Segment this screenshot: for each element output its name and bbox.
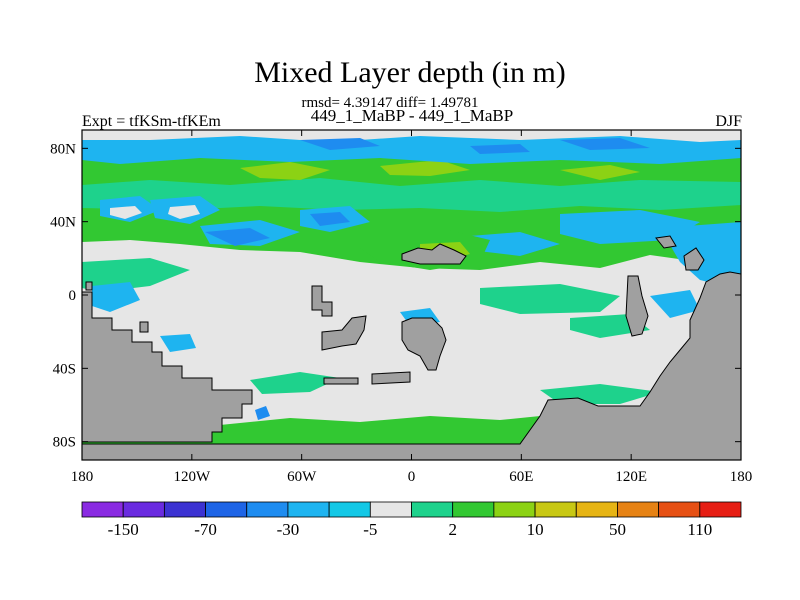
x-tick-label: 120W <box>173 469 211 485</box>
x-tick-label: 60E <box>509 469 533 485</box>
colorbar-swatch <box>575 501 618 518</box>
land-mass <box>625 275 649 337</box>
experiment-label: Expt = tfKSm-tfKEm <box>82 113 221 130</box>
field-positive-region <box>250 372 660 404</box>
colorbar-label: -70 <box>194 520 217 539</box>
land-mass <box>401 317 447 371</box>
colorbar-label: 110 <box>687 520 712 539</box>
colorbar: -150 -70 -30 -5 2 10 50 110 <box>81 501 742 539</box>
case-label: 449_1_MaBP - 449_1_MaBP <box>311 106 513 125</box>
land <box>81 235 742 461</box>
colorbar-label: -30 <box>277 520 300 539</box>
colorbar-swatch <box>81 501 124 518</box>
field-negative-region <box>300 138 650 154</box>
colorbar-swatch <box>699 501 742 518</box>
field-positive-region <box>82 258 650 338</box>
colorbar-swatch <box>328 501 371 518</box>
colorbar-label: 10 <box>527 520 544 539</box>
colorbar-swatch <box>287 501 330 518</box>
field-background-region <box>110 205 200 219</box>
colorbar-label: -5 <box>363 520 377 539</box>
land-mass <box>81 291 253 443</box>
field-positive-region <box>240 160 640 180</box>
colorbar-swatch <box>246 501 289 518</box>
axes: 180 120W 60W 0 60E 120E 180 80N 40N 0 40S 80S <box>50 130 752 485</box>
x-tick-label: 60W <box>287 469 317 485</box>
field-negative-region <box>470 210 700 256</box>
colorbar-swatch <box>369 501 412 518</box>
colorbar-swatch <box>122 501 165 518</box>
y-tick-label: 40N <box>50 215 76 231</box>
y-tick-label: 0 <box>69 288 77 304</box>
land-mass <box>323 371 411 385</box>
x-tick-label: 180 <box>71 469 94 485</box>
colorbar-swatch <box>658 501 701 518</box>
y-tick-label: 40S <box>53 361 76 377</box>
chart-title: Mixed Layer depth (in m) <box>254 56 566 89</box>
field-negative-region <box>255 406 270 420</box>
land-mass <box>311 285 333 317</box>
map-area <box>81 129 742 461</box>
x-tick-label: 180 <box>730 469 753 485</box>
land-mass <box>401 243 467 265</box>
colorbar-label: -150 <box>108 520 139 539</box>
x-tick-label: 120E <box>615 469 647 485</box>
colorbar-label: 50 <box>609 520 626 539</box>
x-tick-label: 0 <box>408 469 416 485</box>
y-tick-label: 80N <box>50 141 76 157</box>
season-label: DJF <box>715 113 742 130</box>
y-tick-label: 80S <box>53 435 76 451</box>
land-mass <box>85 281 149 333</box>
land-mass <box>321 315 367 351</box>
colorbar-swatch <box>205 501 248 518</box>
colorbar-swatch <box>163 501 206 518</box>
colorbar-swatch <box>534 501 577 518</box>
colorbar-swatch <box>617 501 660 518</box>
colorbar-swatch <box>411 501 454 518</box>
field-negative-region <box>205 212 350 246</box>
field-negative-region <box>100 196 370 246</box>
stats-line: rmsd= 4.39147 diff= 1.49781 <box>301 95 478 111</box>
colorbar-swatch <box>452 501 495 518</box>
colorbar-swatch <box>493 501 536 518</box>
colorbar-label: 2 <box>448 520 457 539</box>
land-mass <box>655 235 705 271</box>
field-positive-region <box>82 178 741 212</box>
